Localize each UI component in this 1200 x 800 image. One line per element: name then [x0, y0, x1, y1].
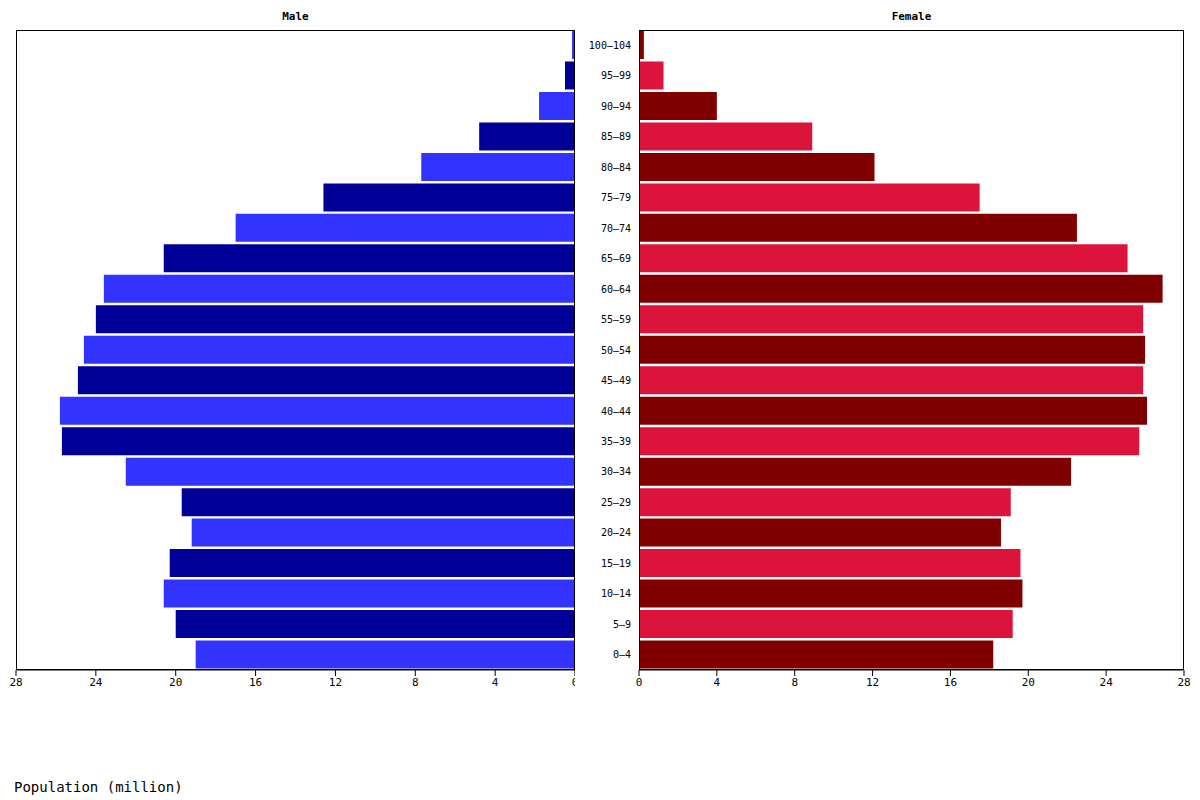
svg-text:55–59: 55–59 [601, 314, 631, 325]
svg-text:28: 28 [1177, 676, 1190, 689]
svg-text:16: 16 [944, 676, 957, 689]
svg-text:45–49: 45–49 [601, 375, 631, 386]
svg-text:16: 16 [249, 676, 262, 689]
svg-text:30–34: 30–34 [601, 466, 631, 477]
html-text:Female: Female [891, 10, 932, 23]
svg-text:40–44: 40–44 [601, 406, 631, 417]
svg-text:95–99: 95–99 [601, 70, 631, 81]
svg-text:20–24: 20–24 [601, 527, 631, 538]
html-text:Male: Male [282, 10, 309, 23]
svg-text:0: 0 [636, 676, 643, 689]
svg-text:15–19: 15–19 [601, 558, 631, 569]
svg-text:12: 12 [866, 676, 879, 689]
svg-text:10–14: 10–14 [601, 588, 631, 599]
svg-text:5–9: 5–9 [613, 619, 631, 630]
svg-text:20: 20 [1022, 676, 1035, 689]
svg-text:60–64: 60–64 [601, 284, 631, 295]
svg-text:28: 28 [9, 676, 22, 689]
svg-text:35–39: 35–39 [601, 436, 631, 447]
svg-text:0: 0 [572, 676, 575, 689]
svg-text:50–54: 50–54 [601, 345, 631, 356]
svg-text:100–104: 100–104 [589, 40, 631, 51]
svg-text:24: 24 [1100, 676, 1114, 689]
svg-text:80–84: 80–84 [601, 162, 631, 173]
svg-text:65–69: 65–69 [601, 253, 631, 264]
svg-text:24: 24 [89, 676, 103, 689]
svg-text:8: 8 [791, 676, 798, 689]
svg-text:20: 20 [169, 676, 182, 689]
svg-text:4: 4 [714, 676, 721, 689]
svg-text:70–74: 70–74 [601, 223, 631, 234]
svg-text:25–29: 25–29 [601, 497, 631, 508]
svg-text:0–4: 0–4 [613, 649, 631, 660]
svg-text:90–94: 90–94 [601, 101, 631, 112]
svg-text:12: 12 [329, 676, 342, 689]
svg-text:75–79: 75–79 [601, 192, 631, 203]
svg-text:8: 8 [412, 676, 419, 689]
html-text:Population (million): Population (million) [14, 779, 183, 795]
svg-text:4: 4 [492, 676, 499, 689]
svg-text:85–89: 85–89 [601, 131, 631, 142]
